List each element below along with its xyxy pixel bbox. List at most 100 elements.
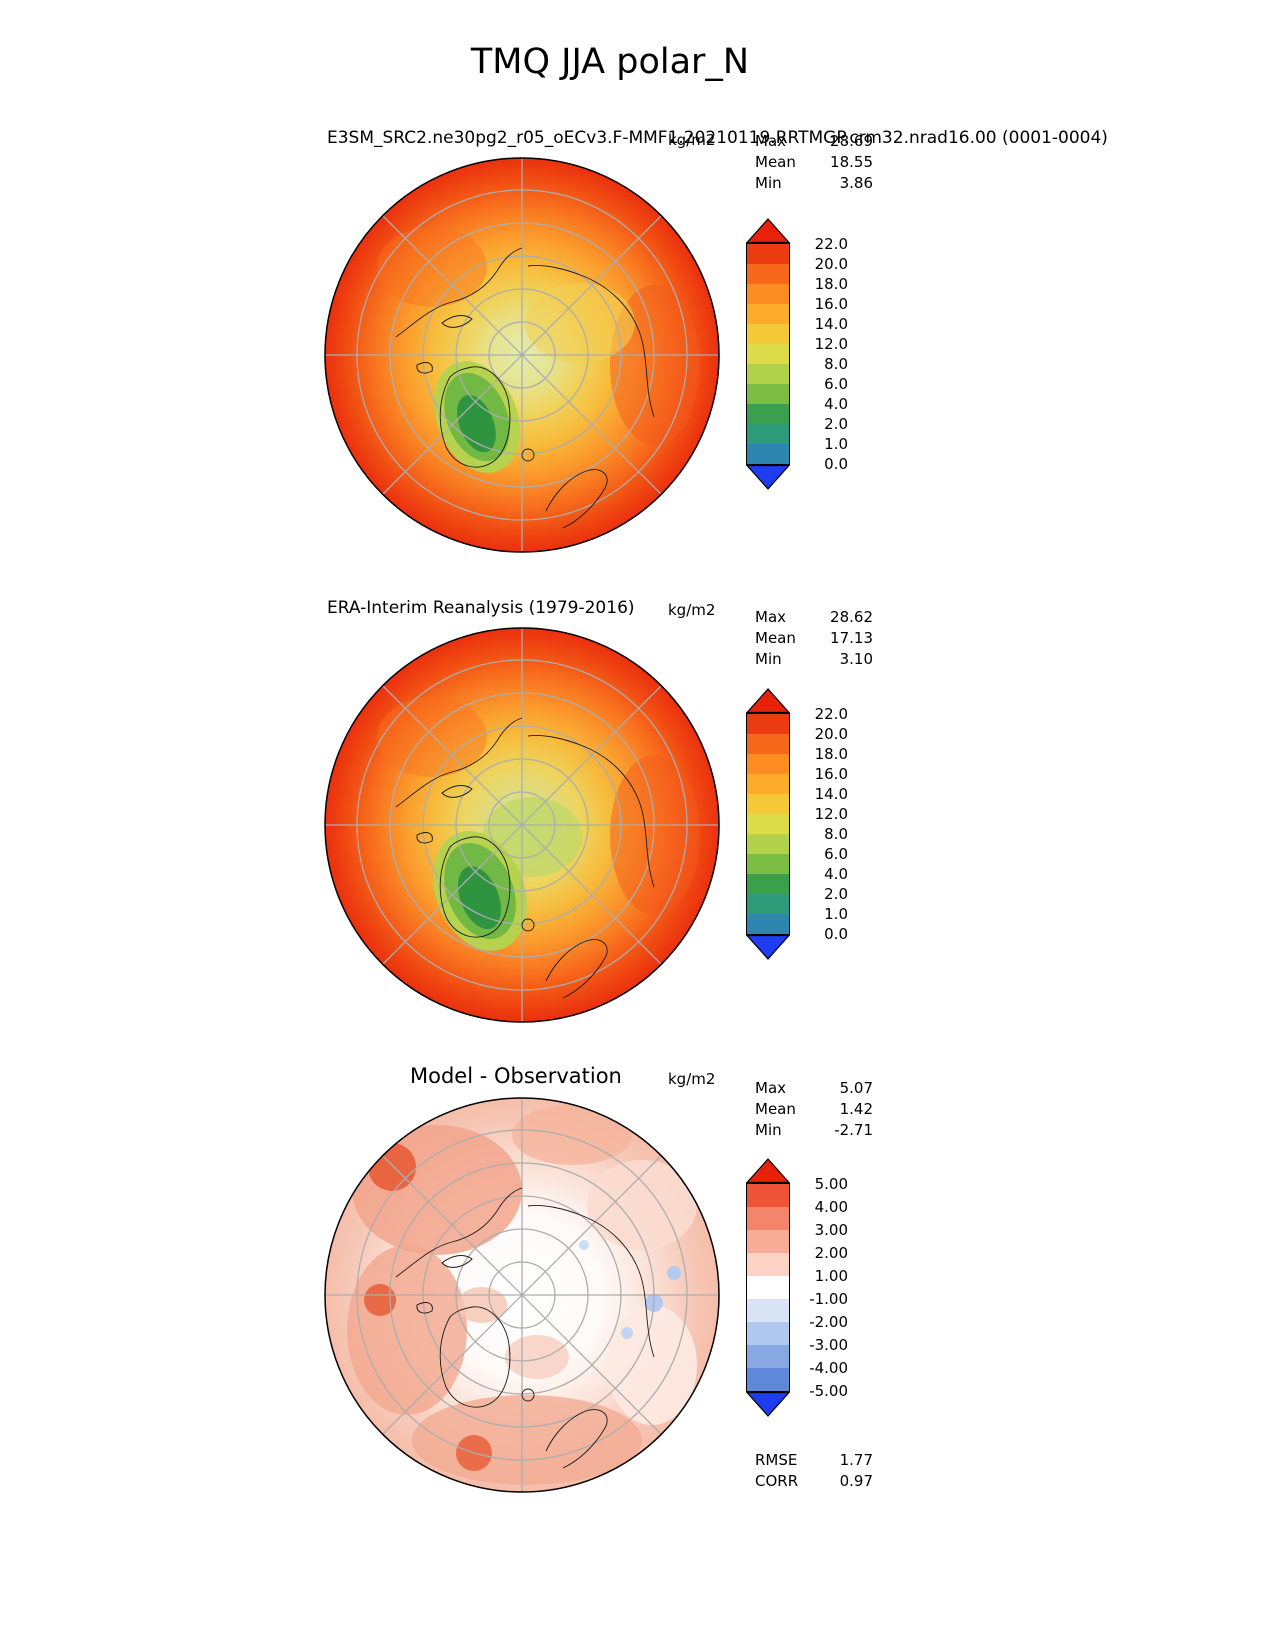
colorbar-segment [747, 914, 789, 934]
colorbar-segment [747, 774, 789, 794]
stat-value: 1.42 [839, 1100, 873, 1118]
colorbar-extend-bottom [746, 1392, 790, 1417]
stat-value: 28.69 [830, 132, 873, 150]
colorbar-body [746, 713, 790, 935]
panel1-colorbar: 22.0 20.0 18.0 16.0 14.0 12.0 8.0 6.0 4.0 2.0 1.0 0… [746, 218, 866, 493]
colorbar-segment [747, 404, 789, 424]
colorbar-tick-label: 8.0 [824, 355, 848, 373]
polar-map-obs [324, 627, 720, 1023]
stat-row-min: Min -2.71 [755, 1120, 873, 1141]
colorbar-segment [747, 1276, 789, 1299]
stat-row-mean: Mean 1.42 [755, 1099, 873, 1120]
colorbar-tick-label: -5.00 [809, 1382, 848, 1400]
colorbar-segment [747, 734, 789, 754]
stat-value: 5.07 [839, 1079, 873, 1097]
panel3-units-label: kg/m2 [668, 1070, 716, 1088]
colorbar-extend-bottom [746, 465, 790, 490]
colorbar-extend-top [746, 688, 790, 713]
stat-row-corr: CORR 0.97 [755, 1471, 873, 1492]
colorbar-segment [747, 854, 789, 874]
colorbar-tick-label: 12.0 [814, 335, 848, 353]
stat-label: Max [755, 132, 787, 150]
colorbar-segment [747, 754, 789, 774]
colorbar-segment [747, 264, 789, 284]
stat-value: 18.55 [830, 153, 873, 171]
colorbar-segment [747, 364, 789, 384]
colorbar-body [746, 1183, 790, 1392]
stat-value: 17.13 [830, 629, 873, 647]
colorbar-tick-label: 5.00 [814, 1175, 848, 1193]
stat-row-min: Min 3.86 [755, 173, 873, 194]
polar-map-model [324, 157, 720, 553]
colorbar-tick-label: -2.00 [809, 1313, 848, 1331]
colorbar-extend-top [746, 218, 790, 243]
colorbar-segment [747, 344, 789, 364]
colorbar-segment [747, 244, 789, 264]
colorbar-tick-label: 22.0 [814, 235, 848, 253]
colorbar-tick-label: 6.0 [824, 375, 848, 393]
colorbar-tick-label: -3.00 [809, 1336, 848, 1354]
colorbar-segment [747, 1322, 789, 1345]
colorbar-segment [747, 1184, 789, 1207]
stat-value: 0.97 [839, 1472, 873, 1490]
stat-value: 1.77 [839, 1451, 873, 1469]
colorbar-tick-label: 0.0 [824, 455, 848, 473]
colorbar-tick-label: 18.0 [814, 745, 848, 763]
colorbar-segment [747, 1299, 789, 1322]
stat-row-max: Max 28.62 [755, 607, 873, 628]
stat-row-max: Max 5.07 [755, 1078, 873, 1099]
stat-row-mean: Mean 18.55 [755, 152, 873, 173]
colorbar-tick-label: 2.0 [824, 885, 848, 903]
colorbar-segment [747, 794, 789, 814]
colorbar-segment [747, 874, 789, 894]
colorbar-segment [747, 324, 789, 344]
colorbar-tick-label: 0.0 [824, 925, 848, 943]
colorbar-extend-bottom [746, 935, 790, 960]
panel2-colorbar: 22.0 20.0 18.0 16.0 14.0 12.0 8.0 6.0 4.0 2.0 1.0 0… [746, 688, 866, 963]
stat-row-rmse: RMSE 1.77 [755, 1450, 873, 1471]
colorbar-tick-label: 12.0 [814, 805, 848, 823]
stat-label: Min [755, 1121, 782, 1139]
stat-label: Mean [755, 153, 796, 171]
colorbar-tick-label: 3.00 [814, 1221, 848, 1239]
stat-label: RMSE [755, 1451, 798, 1469]
panel2-stats: Max 28.62 Mean 17.13 Min 3.10 [755, 607, 873, 670]
stat-label: Mean [755, 1100, 796, 1118]
stat-label: Mean [755, 629, 796, 647]
colorbar-tick-label: 4.00 [814, 1198, 848, 1216]
stat-label: Max [755, 608, 787, 626]
colorbar-segment [747, 714, 789, 734]
colorbar-segment [747, 834, 789, 854]
colorbar-tick-label: 2.0 [824, 415, 848, 433]
colorbar-body [746, 243, 790, 465]
colorbar-tick-label: -1.00 [809, 1290, 848, 1308]
colorbar-segment [747, 1207, 789, 1230]
colorbar-tick-label: 22.0 [814, 705, 848, 723]
colorbar-tick-label: 1.00 [814, 1267, 848, 1285]
stat-value: 3.10 [839, 650, 873, 668]
colorbar-segment [747, 424, 789, 444]
colorbar-extend-top [746, 1158, 790, 1183]
colorbar-tick-label: 4.0 [824, 395, 848, 413]
colorbar-tick-label: 20.0 [814, 725, 848, 743]
stat-value: -2.71 [834, 1121, 873, 1139]
panel3-extra-stats: RMSE 1.77 CORR 0.97 [755, 1450, 873, 1492]
stat-row-min: Min 3.10 [755, 649, 873, 670]
colorbar-tick-label: 16.0 [814, 765, 848, 783]
panel3-stats: Max 5.07 Mean 1.42 Min -2.71 [755, 1078, 873, 1141]
stat-row-mean: Mean 17.13 [755, 628, 873, 649]
panel1-title: E3SM_SRC2.ne30pg2_r05_oECv3.F-MMF1.20210… [327, 128, 1108, 148]
colorbar-segment [747, 384, 789, 404]
colorbar-tick-label: 18.0 [814, 275, 848, 293]
colorbar-tick-label: 2.00 [814, 1244, 848, 1262]
colorbar-tick-label: 1.0 [824, 435, 848, 453]
figure-title: TMQ JJA polar_N [470, 42, 750, 82]
stat-label: Min [755, 650, 782, 668]
stat-value: 3.86 [839, 174, 873, 192]
colorbar-tick-label: 16.0 [814, 295, 848, 313]
panel2-title: ERA-Interim Reanalysis (1979-2016) [327, 598, 635, 618]
colorbar-tick-label: 20.0 [814, 255, 848, 273]
stat-label: CORR [755, 1472, 799, 1490]
colorbar-tick-label: 14.0 [814, 315, 848, 333]
